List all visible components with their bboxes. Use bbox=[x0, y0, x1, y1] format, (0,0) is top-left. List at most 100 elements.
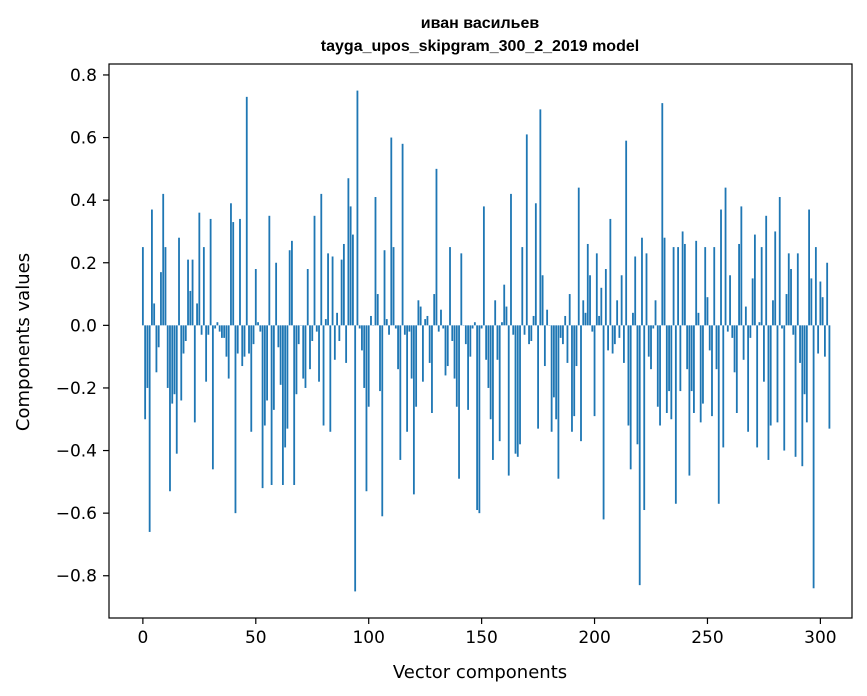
bar-210 bbox=[616, 300, 619, 326]
bar-267 bbox=[744, 306, 747, 326]
bar-243 bbox=[690, 325, 693, 392]
bar-83 bbox=[329, 325, 332, 432]
y-tick-label-3: −0.2 bbox=[56, 379, 97, 399]
bar-8 bbox=[160, 272, 162, 326]
bar-262 bbox=[733, 325, 736, 373]
bar-259 bbox=[726, 325, 729, 332]
bar-41 bbox=[234, 325, 237, 514]
bar-47 bbox=[248, 325, 250, 354]
bar-104 bbox=[376, 294, 379, 326]
bar-122 bbox=[417, 300, 420, 326]
bar-154 bbox=[489, 325, 492, 420]
x-tick-label-0: 0 bbox=[137, 628, 148, 648]
bar-21 bbox=[189, 290, 192, 326]
bar-144 bbox=[467, 325, 469, 410]
bar-62 bbox=[281, 325, 284, 485]
bar-294 bbox=[805, 325, 808, 423]
bar-160 bbox=[503, 284, 506, 326]
bar-84 bbox=[331, 256, 334, 326]
bar-236 bbox=[674, 325, 677, 504]
bar-19 bbox=[184, 325, 187, 341]
x-tick-label-50: 50 bbox=[245, 628, 267, 648]
plot-frame bbox=[108, 63, 853, 619]
bar-139 bbox=[455, 325, 458, 407]
bar-147 bbox=[473, 322, 476, 326]
bar-191 bbox=[573, 325, 576, 417]
bar-36 bbox=[223, 325, 226, 338]
x-tick-label-200: 200 bbox=[578, 628, 610, 648]
bar-275 bbox=[763, 325, 765, 382]
bar-232 bbox=[665, 325, 668, 413]
bar-17 bbox=[180, 325, 183, 401]
y-tick-label-1: −0.6 bbox=[56, 504, 97, 524]
y-tick-label-0: −0.8 bbox=[56, 567, 97, 587]
bar-219 bbox=[636, 325, 639, 445]
bar-43 bbox=[239, 218, 241, 326]
bar-23 bbox=[193, 325, 196, 423]
bar-112 bbox=[394, 325, 397, 329]
bar-240 bbox=[683, 243, 686, 326]
bar-152 bbox=[485, 325, 488, 360]
bar-65 bbox=[288, 250, 291, 326]
bar-50 bbox=[254, 269, 257, 326]
bar-177 bbox=[541, 275, 544, 326]
bar-250 bbox=[706, 297, 709, 326]
bar-141 bbox=[460, 253, 463, 326]
bar-2 bbox=[146, 325, 149, 388]
bar-93 bbox=[352, 234, 354, 326]
bar-217 bbox=[632, 312, 634, 326]
x-tick-label-150: 150 bbox=[465, 628, 497, 648]
bar-274 bbox=[760, 247, 763, 326]
bar-3 bbox=[148, 325, 151, 532]
bar-53 bbox=[261, 325, 264, 489]
bar-273 bbox=[758, 322, 761, 326]
bar-246 bbox=[697, 312, 700, 326]
bar-291 bbox=[799, 325, 801, 363]
bar-225 bbox=[650, 325, 652, 370]
bar-286 bbox=[787, 253, 790, 326]
bar-278 bbox=[769, 325, 772, 426]
bar-103 bbox=[374, 197, 377, 326]
bar-288 bbox=[792, 325, 795, 335]
bar-11 bbox=[166, 325, 169, 388]
bar-260 bbox=[729, 275, 731, 326]
bar-68 bbox=[295, 325, 298, 395]
chart-title-line-1: иван васильев bbox=[421, 15, 540, 32]
bar-292 bbox=[801, 325, 804, 467]
bar-1 bbox=[144, 325, 147, 420]
bar-118 bbox=[408, 325, 411, 332]
bar-61 bbox=[279, 325, 282, 385]
bar-204 bbox=[602, 325, 605, 520]
bar-90 bbox=[345, 325, 348, 363]
bar-193 bbox=[577, 187, 580, 326]
bar-253 bbox=[713, 247, 716, 326]
bar-237 bbox=[677, 247, 680, 326]
bar-178 bbox=[543, 325, 546, 367]
bar-13 bbox=[171, 325, 174, 404]
x-tick-label-100: 100 bbox=[352, 628, 384, 648]
bar-181 bbox=[550, 325, 553, 432]
y-axis-label: Components values bbox=[13, 253, 34, 431]
bar-156 bbox=[494, 300, 497, 326]
bar-34 bbox=[218, 325, 221, 332]
bar-38 bbox=[227, 325, 230, 379]
bar-134 bbox=[444, 325, 447, 376]
bar-281 bbox=[776, 325, 779, 423]
bar-66 bbox=[291, 240, 293, 326]
bar-276 bbox=[765, 215, 768, 326]
bar-40 bbox=[232, 222, 235, 326]
bar-30 bbox=[209, 218, 212, 326]
bar-300 bbox=[819, 281, 822, 326]
bar-249 bbox=[704, 247, 707, 326]
bar-227 bbox=[654, 300, 657, 326]
bar-173 bbox=[532, 315, 535, 326]
bar-268 bbox=[747, 325, 750, 432]
bar-69 bbox=[297, 325, 300, 345]
bar-20 bbox=[187, 259, 189, 326]
bar-117 bbox=[406, 325, 409, 432]
bar-282 bbox=[778, 197, 781, 326]
bar-211 bbox=[618, 325, 621, 338]
bar-182 bbox=[552, 325, 555, 398]
bar-9 bbox=[162, 193, 165, 326]
